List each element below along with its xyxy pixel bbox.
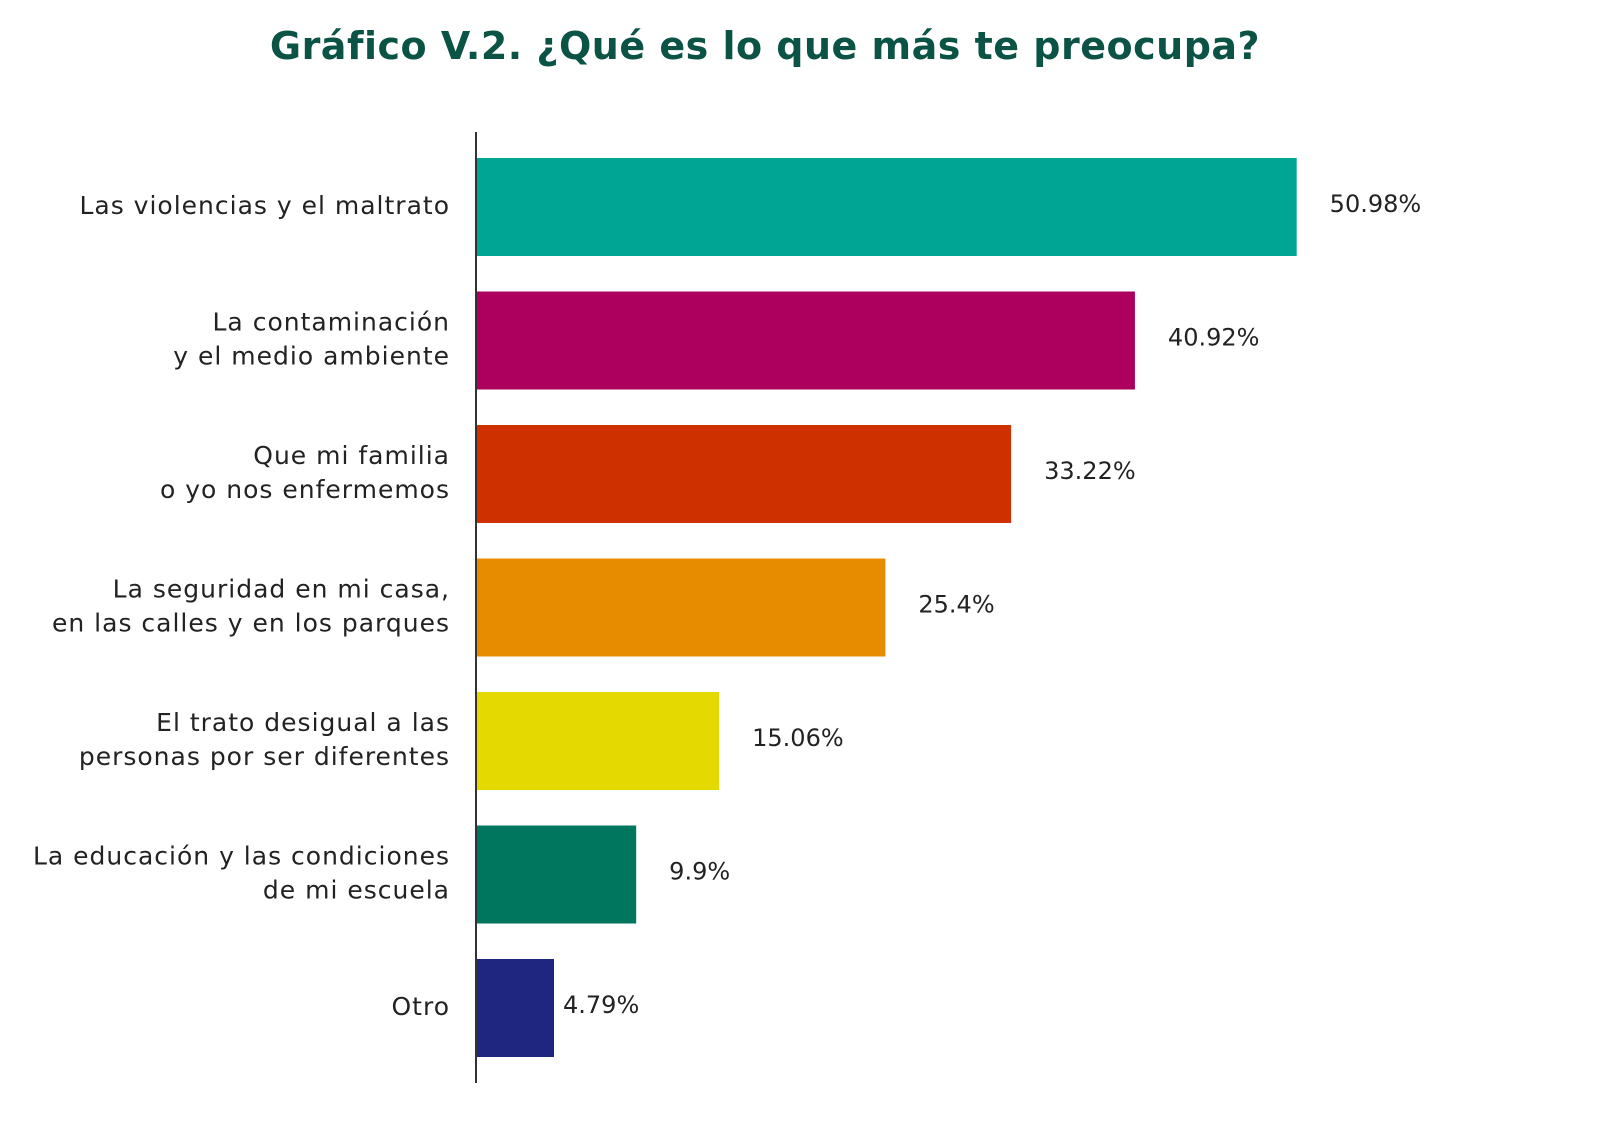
bar — [477, 558, 886, 657]
category-label: o yo nos enfermemos — [160, 475, 450, 504]
bar-value-label: 4.79% — [563, 991, 639, 1019]
category-label: El trato desigual a las — [156, 708, 450, 737]
category-label: Otro — [391, 992, 450, 1021]
bar-value-label: 40.92% — [1168, 324, 1260, 352]
bar — [477, 825, 637, 924]
bar-value-label: 33.22% — [1044, 457, 1136, 485]
category-label: Que mi familia — [253, 441, 450, 470]
category-label: personas por ser diferentes — [79, 742, 450, 771]
category-label: La seguridad en mi casa, — [113, 575, 450, 604]
bar-value-label: 15.06% — [752, 724, 844, 752]
bar — [477, 291, 1135, 390]
bar — [477, 959, 555, 1057]
bar-value-label: 50.98% — [1330, 190, 1422, 218]
bar — [477, 425, 1012, 523]
bar-value-label: 25.4% — [918, 591, 994, 619]
category-label: y el medio ambiente — [173, 342, 450, 371]
bar — [477, 158, 1297, 256]
category-label: en las calles y en los parques — [52, 609, 450, 638]
category-label: de mi escuela — [263, 876, 450, 905]
category-label: Las violencias y el maltrato — [79, 191, 450, 220]
category-label: La educación y las condiciones — [33, 842, 450, 871]
category-label: La contaminación — [213, 308, 451, 337]
bar-value-label: 9.9% — [669, 858, 730, 886]
bar — [477, 692, 720, 790]
chart-title: Gráfico V.2. ¿Qué es lo que más te preoc… — [269, 24, 1261, 68]
